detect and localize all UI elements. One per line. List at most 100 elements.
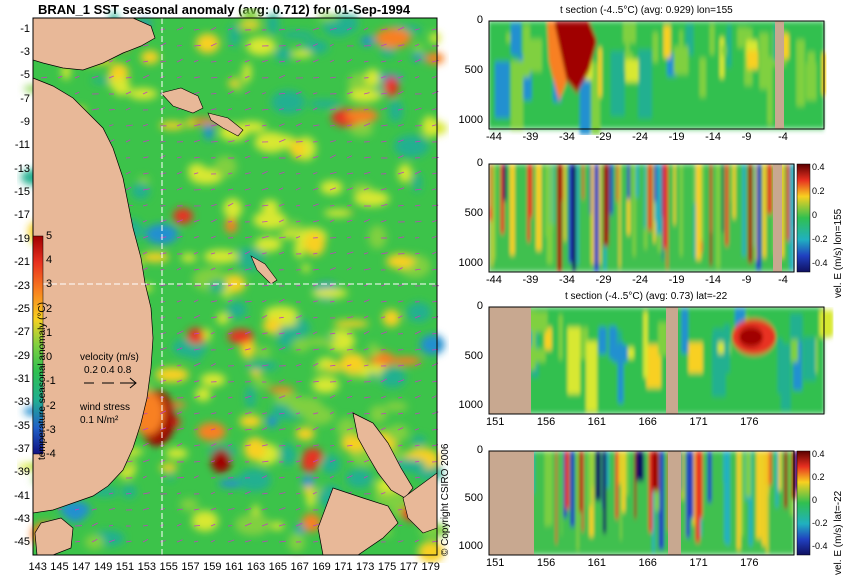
velocity-vector	[261, 187, 269, 191]
section-feature	[685, 24, 694, 56]
anomaly-blob	[301, 39, 329, 55]
section-feature	[780, 344, 791, 411]
velocity-vector	[278, 346, 286, 351]
anomaly-blob	[180, 498, 199, 512]
section-feature	[624, 451, 629, 496]
anomaly-blob	[349, 122, 374, 137]
section-feature	[587, 451, 592, 506]
velocity-vector	[329, 59, 335, 63]
anomaly-blob	[159, 121, 186, 130]
panel-x-tick: -4	[778, 274, 788, 286]
velocity-vector	[142, 60, 148, 63]
anomaly-blob	[121, 485, 137, 499]
velocity-vector	[295, 332, 301, 335]
velocity-vector	[346, 251, 354, 255]
velocity-vector	[312, 172, 318, 175]
section-feature	[663, 25, 671, 58]
section-feature	[619, 451, 622, 541]
map-lat-tick: -9	[20, 116, 30, 129]
section-feature	[503, 164, 507, 201]
section-feature	[509, 164, 515, 256]
velocity-vector	[142, 235, 149, 239]
section-feature	[736, 451, 741, 550]
velocity-vector	[261, 109, 269, 111]
velocity-vector	[159, 42, 167, 47]
velocity-vector	[312, 491, 317, 495]
map-lon-tick: 149	[93, 561, 113, 573]
velocity-vector	[363, 171, 371, 175]
map-lon-tick: 159	[203, 561, 222, 573]
velocity-vector	[295, 187, 301, 191]
velocity-vector	[278, 298, 285, 303]
velocity-vector	[227, 268, 233, 271]
section-feature	[592, 451, 595, 487]
velocity-vector	[261, 348, 267, 351]
velocity-vector	[278, 412, 285, 415]
anomaly-blob	[278, 230, 300, 239]
velocity-vector	[295, 427, 301, 431]
velocity-vector	[227, 59, 232, 63]
velocity-colorbar-tick: 0.4	[812, 449, 825, 459]
velocity-vector	[397, 124, 404, 127]
velocity-vector	[363, 60, 369, 63]
section-feature	[684, 451, 686, 539]
velocity-vector	[142, 525, 148, 527]
section-feature	[748, 164, 753, 263]
section-feature	[558, 314, 563, 360]
section-feature	[646, 344, 661, 389]
anomaly-blob	[367, 343, 380, 358]
velocity-vector	[431, 157, 439, 159]
velocity-vector	[244, 348, 251, 351]
velocity-vector	[346, 267, 352, 271]
map-colorbar-tick: 5	[46, 230, 53, 242]
panel-y-tick: 1000	[458, 540, 483, 552]
velocity-vector	[295, 123, 302, 127]
anomaly-blob	[389, 356, 422, 366]
velocity-vector	[227, 459, 234, 463]
velocity-vector	[193, 236, 199, 239]
anomaly-blob	[295, 524, 305, 534]
velocity-vector	[261, 492, 268, 495]
section-feature	[582, 164, 584, 200]
panel-x-tick: -29	[595, 274, 612, 286]
anomaly-blob	[276, 326, 293, 349]
map-lon-tick: 161	[225, 561, 244, 573]
velocity-vector	[397, 90, 404, 95]
section-feature	[655, 164, 662, 234]
velocity-vector	[329, 205, 335, 207]
velocity-vector	[142, 427, 149, 431]
velocity-vector	[159, 141, 166, 143]
map-lon-tick: 145	[50, 561, 69, 573]
velocity-vector	[346, 349, 353, 351]
velocity-vector	[159, 284, 167, 287]
anomaly-blob	[155, 367, 189, 383]
velocity-vector	[312, 124, 320, 127]
velocity-vector	[261, 508, 268, 511]
velocity-vector	[91, 538, 98, 543]
velocity-vector	[363, 156, 371, 159]
velocity-vector	[210, 363, 216, 367]
velocity-vector	[108, 75, 114, 79]
velocity-vector	[329, 219, 335, 223]
velocity-vector	[414, 220, 422, 223]
panel-x-tick: -34	[559, 131, 575, 143]
velocity-vector	[414, 428, 420, 431]
velocity-vector	[380, 395, 386, 399]
velocity-vector	[312, 541, 318, 543]
anomaly-blob	[292, 338, 310, 353]
solomon-islands	[207, 112, 244, 137]
velocity-vector	[193, 123, 201, 127]
section-feature	[618, 164, 621, 268]
velocity-vector	[125, 171, 131, 175]
velocity-vector	[414, 76, 420, 79]
map-colorbar-tick: -1	[46, 375, 56, 388]
velocity-vector	[312, 426, 319, 431]
velocity-vector	[40, 76, 48, 79]
velocity-vector	[210, 93, 217, 95]
tasmania-landmass	[34, 517, 74, 556]
velocity-vector	[397, 59, 403, 63]
velocity-vector	[312, 459, 319, 463]
velocity-vector	[346, 379, 352, 383]
panel-x-tick: 161	[587, 557, 607, 569]
panel-x-tick: -19	[668, 274, 685, 286]
